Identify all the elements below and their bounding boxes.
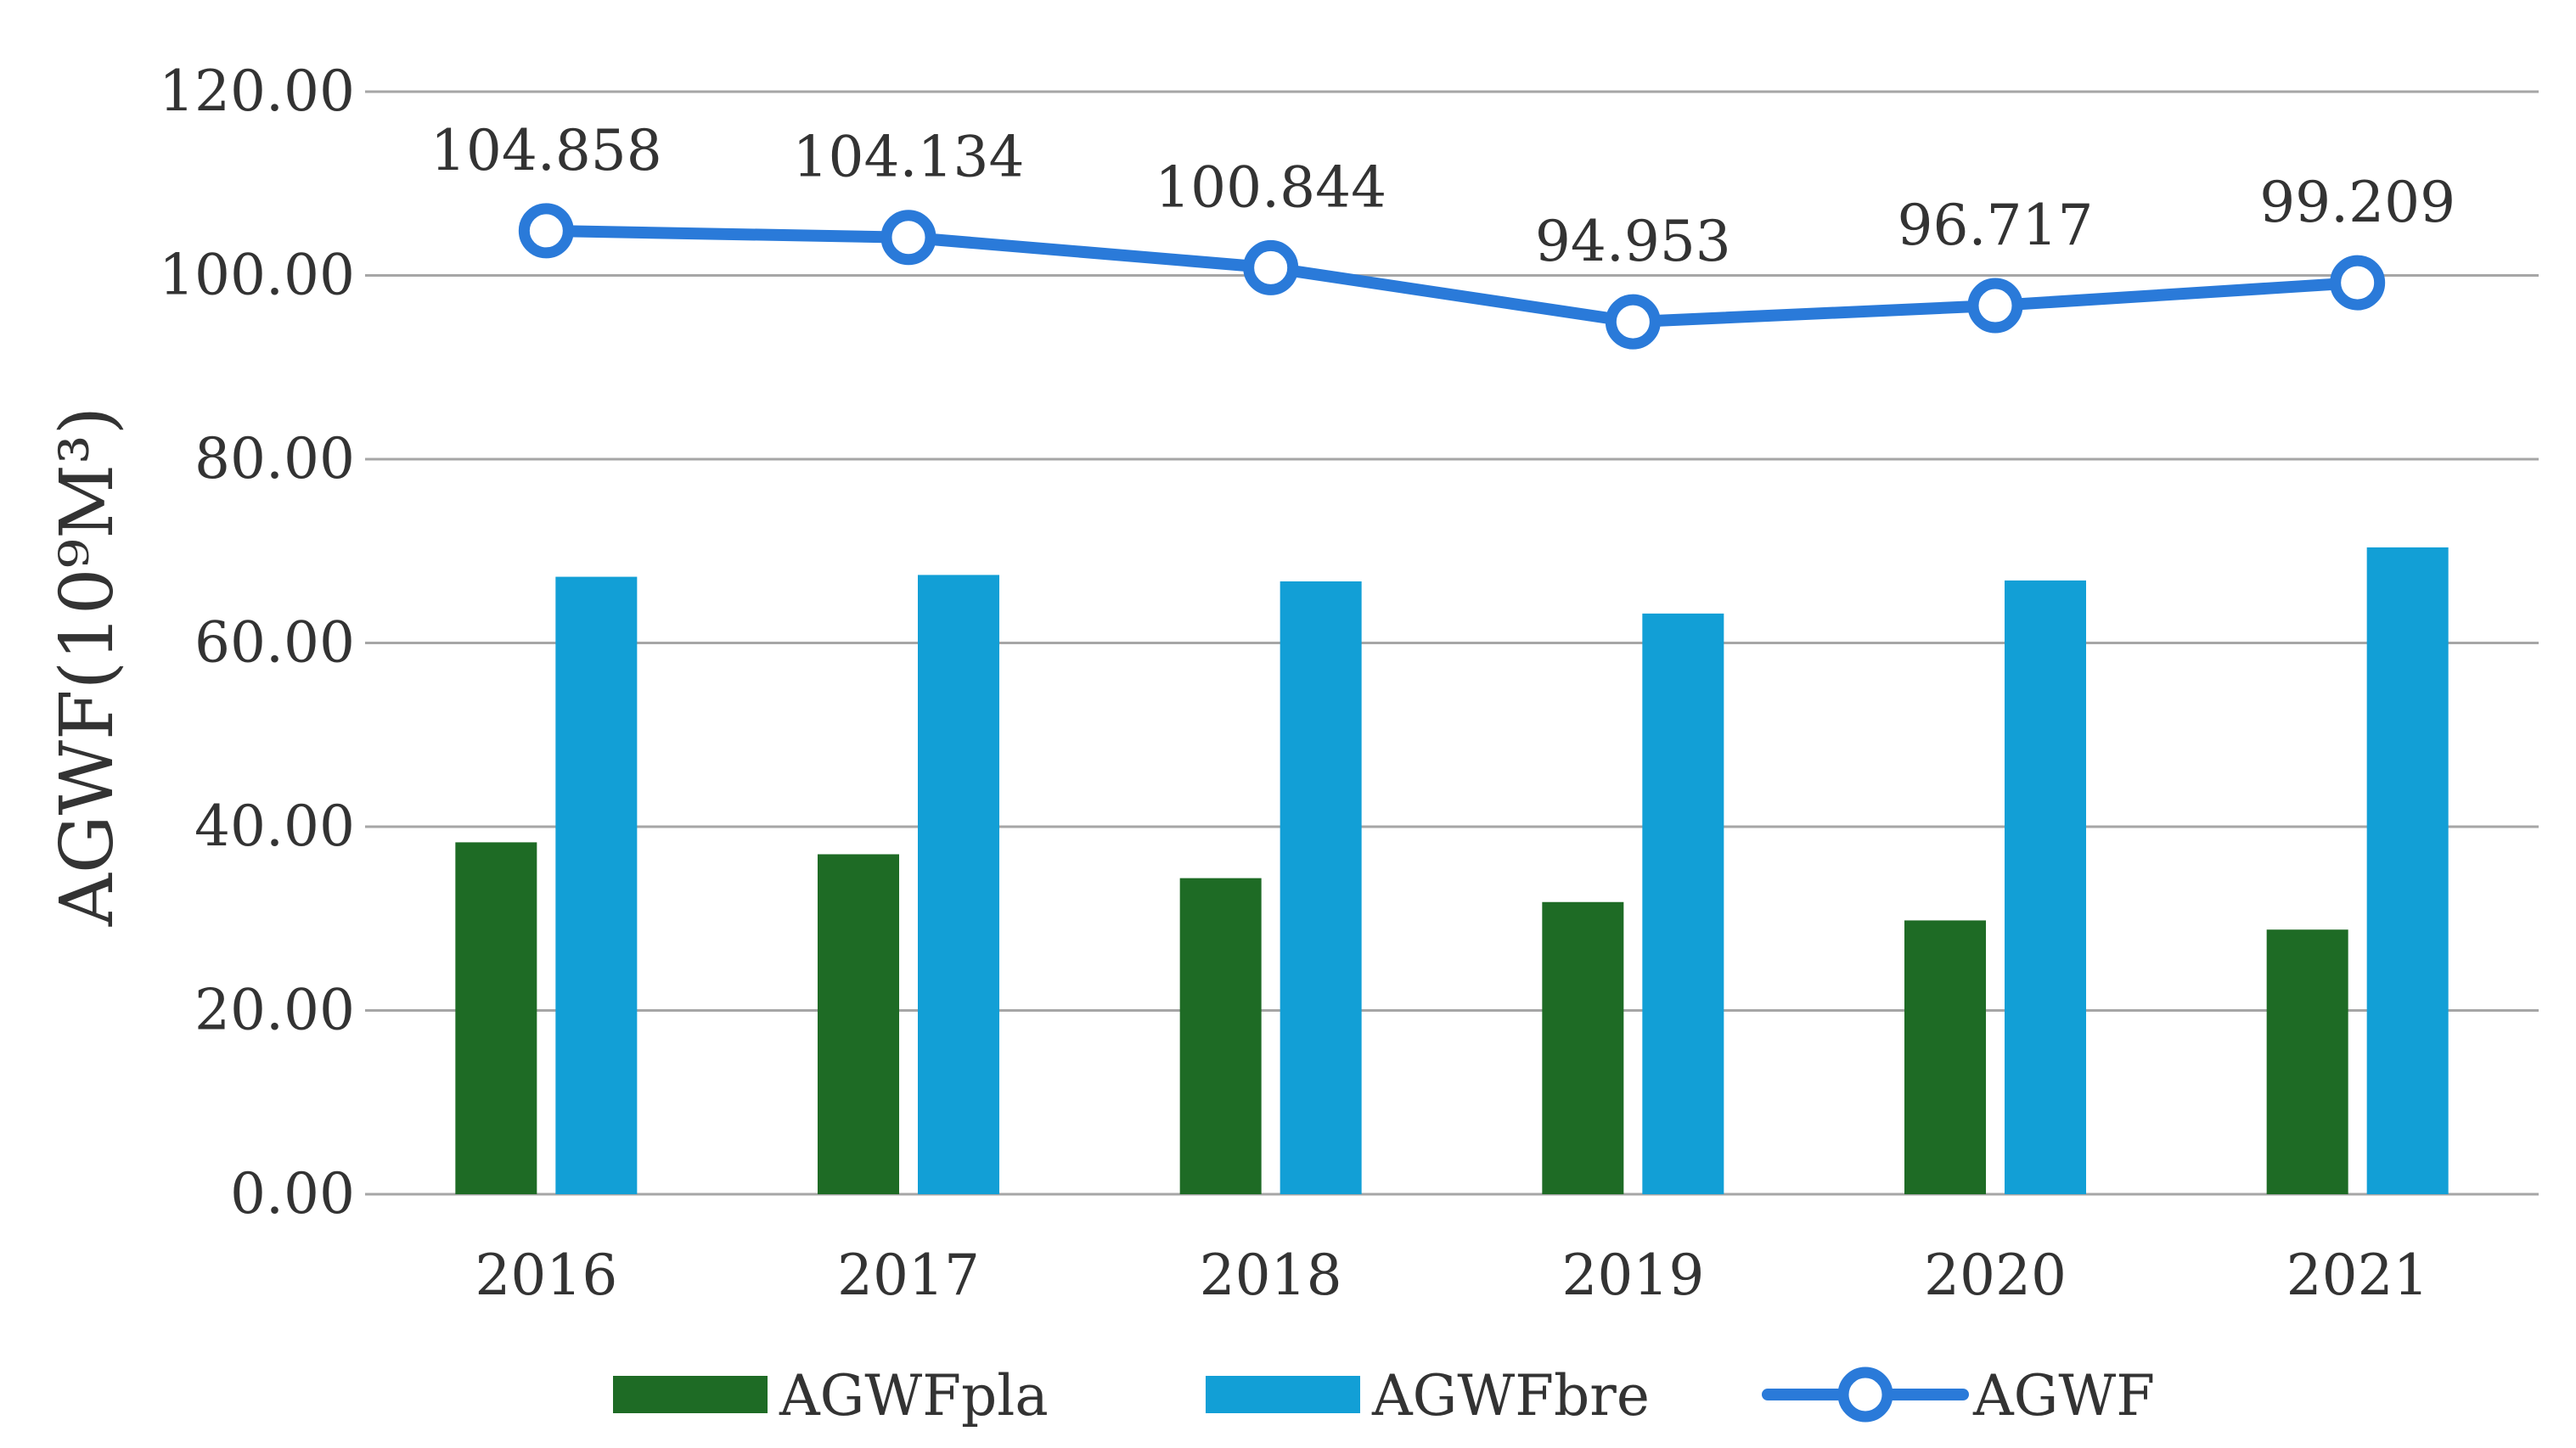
bar-agwfbre-2021 <box>2366 547 2449 1194</box>
x-tick-labels: 2016 2017 2018 2019 2020 2021 <box>475 1243 2428 1308</box>
y-tick-label: 60.00 <box>194 610 355 676</box>
agwf-data-label-2016: 104.858 <box>430 118 662 183</box>
agwf-data-label-2017: 104.134 <box>793 125 1025 190</box>
agwf-point-2018 <box>1243 239 1299 295</box>
y-axis-title: AGWF(10⁹M³) <box>45 407 130 927</box>
x-tick-label: 2016 <box>475 1243 617 1308</box>
bar-agwfpla-2018 <box>1179 878 1262 1194</box>
y-tick-labels: 0.00 20.00 40.00 60.00 80.00 100.00 120.00 <box>159 59 355 1226</box>
agwf-data-label-2019: 94.953 <box>1535 209 1731 274</box>
bar-agwfpla-2016 <box>455 842 537 1194</box>
y-tick-label: 100.00 <box>159 243 355 308</box>
bar-agwfbre-2018 <box>1280 581 1362 1194</box>
bar-agwfpla-2019 <box>1542 901 1624 1194</box>
agwf-data-label-2018: 100.844 <box>1155 154 1386 220</box>
agwf-data-label-2021: 99.209 <box>2259 170 2455 235</box>
x-tick-label: 2018 <box>1200 1243 1342 1308</box>
agwf-point-2020 <box>1967 278 2023 334</box>
y-tick-label: 20.00 <box>194 978 355 1043</box>
legend-label-agwfpla: AGWFpla <box>779 1363 1049 1428</box>
legend-marker-agwf <box>1837 1367 1893 1423</box>
x-tick-label: 2017 <box>837 1243 980 1308</box>
agwf-point-2019 <box>1605 294 1661 350</box>
bars <box>455 547 2449 1194</box>
bar-agwfbre-2020 <box>2005 580 2086 1194</box>
y-tick-label: 0.00 <box>230 1161 355 1226</box>
y-tick-label: 80.00 <box>194 426 355 491</box>
bar-agwfpla-2020 <box>1904 920 1986 1194</box>
agwf-point-2016 <box>518 203 574 259</box>
x-tick-label: 2020 <box>1924 1243 2067 1308</box>
legend: AGWFpla AGWFbre AGWF <box>613 1363 2155 1428</box>
grid-lines <box>365 90 2539 1196</box>
bar-agwfbre-2016 <box>555 576 638 1194</box>
legend-swatch-agwfpla <box>613 1376 768 1413</box>
agwf-point-2021 <box>2330 255 2386 311</box>
bar-agwfpla-2021 <box>2266 929 2348 1194</box>
bar-agwfbre-2017 <box>918 575 999 1194</box>
legend-label-agwf: AGWF <box>1972 1363 2155 1428</box>
x-tick-label: 2021 <box>2286 1243 2429 1308</box>
y-tick-label: 120.00 <box>159 59 355 124</box>
agwf-line <box>540 224 2364 328</box>
x-tick-label: 2019 <box>1561 1243 1704 1308</box>
legend-swatch-agwfbre <box>1206 1376 1360 1413</box>
bar-agwfpla-2017 <box>818 854 899 1194</box>
line-series: 104.858 104.134 100.844 94.953 96.717 99.209 <box>430 118 2455 350</box>
y-tick-label: 40.00 <box>194 794 355 859</box>
agwf-data-label-2020: 96.717 <box>1898 193 2094 258</box>
agwf-point-2017 <box>880 210 936 266</box>
legend-label-agwfbre: AGWFbre <box>1371 1363 1650 1428</box>
bar-agwfbre-2019 <box>1642 613 1724 1194</box>
